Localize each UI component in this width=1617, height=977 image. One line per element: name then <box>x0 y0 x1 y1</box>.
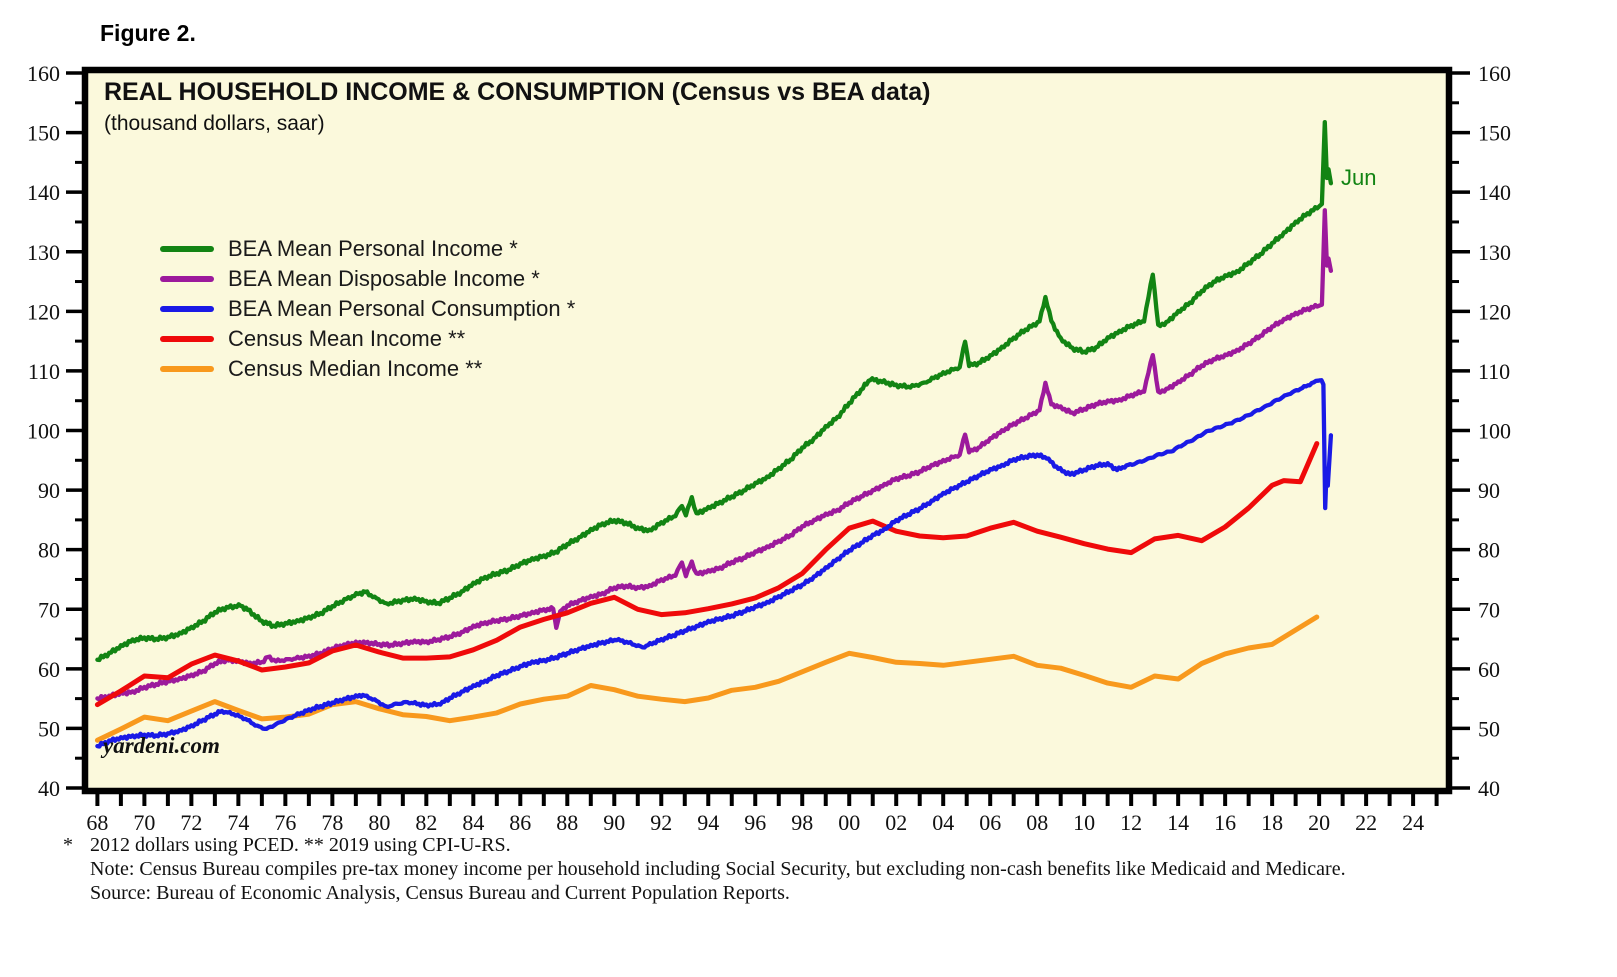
y-tick-label-right: 160 <box>1478 61 1511 86</box>
y-tick-label-right: 40 <box>1478 776 1500 801</box>
legend-label: BEA Mean Personal Consumption * <box>228 296 576 321</box>
y-tick-label-right: 80 <box>1478 538 1500 563</box>
legend-label: BEA Mean Personal Income * <box>228 236 518 261</box>
legend-label: Census Median Income ** <box>228 356 483 381</box>
legend-swatch-blue <box>160 306 214 312</box>
x-tick-label: 96 <box>744 810 766 835</box>
legend-label: Census Mean Income ** <box>228 326 466 351</box>
x-tick-label: 10 <box>1073 810 1095 835</box>
y-tick-label-left: 120 <box>27 299 60 324</box>
legend-swatch-green <box>160 246 214 252</box>
y-tick-label-right: 60 <box>1478 657 1500 682</box>
footnote-text: Source: Bureau of Economic Analysis, Cen… <box>90 882 790 904</box>
x-tick-label: 98 <box>791 810 813 835</box>
x-tick-label: 74 <box>227 810 249 835</box>
series-line-bea-mean-disposable-income <box>95 208 1334 702</box>
y-tick-label-right: 110 <box>1478 359 1510 384</box>
x-tick-label: 24 <box>1402 810 1424 835</box>
x-tick-label: 92 <box>650 810 672 835</box>
x-tick-label: 80 <box>368 810 390 835</box>
series-line-census-mean-income <box>94 441 1320 708</box>
legend-swatch-purple <box>160 276 214 282</box>
x-tick-label: 68 <box>86 810 108 835</box>
x-tick-label: 82 <box>415 810 437 835</box>
footnotes: * 2012 dollars using PCED. ** 2019 using … <box>63 833 1346 905</box>
y-tick-label-left: 40 <box>38 776 60 801</box>
legend-item: Census Median Income ** <box>160 354 575 384</box>
y-tick-label-left: 50 <box>38 716 60 741</box>
y-tick-label-left: 60 <box>38 657 60 682</box>
x-tick-label: 20 <box>1308 810 1330 835</box>
x-tick-label: 76 <box>274 810 296 835</box>
y-tick-label-left: 150 <box>27 121 60 146</box>
y-tick-label-right: 100 <box>1478 419 1511 444</box>
x-tick-label: 86 <box>509 810 531 835</box>
x-tick-label: 08 <box>1026 810 1048 835</box>
legend-item: BEA Mean Personal Income * <box>160 234 575 264</box>
series-line-bea-mean-personal-consumption <box>95 378 1334 749</box>
x-tick-label: 22 <box>1355 810 1377 835</box>
x-tick-label: 84 <box>462 810 484 835</box>
legend-item: BEA Mean Personal Consumption * <box>160 294 575 324</box>
x-tick-label: 06 <box>979 810 1001 835</box>
watermark: yardeni.com <box>103 733 220 758</box>
y-tick-label-left: 70 <box>38 597 60 622</box>
x-tick-label: 00 <box>838 810 860 835</box>
x-tick-label: 18 <box>1261 810 1283 835</box>
chart-title: REAL HOUSEHOLD INCOME & CONSUMPTION (Cen… <box>104 78 931 106</box>
chart-subtitle: (thousand dollars, saar) <box>104 112 325 135</box>
y-tick-label-right: 90 <box>1478 478 1500 503</box>
legend-swatch-red <box>160 336 214 342</box>
legend-item: Census Mean Income ** <box>160 324 575 354</box>
x-tick-label: 12 <box>1120 810 1142 835</box>
y-tick-label-right: 120 <box>1478 299 1511 324</box>
legend-label: BEA Mean Disposable Income * <box>228 266 540 291</box>
series-lines <box>94 119 1334 749</box>
y-tick-label-left: 80 <box>38 538 60 563</box>
y-tick-label-left: 160 <box>27 61 60 86</box>
x-tick-label: 14 <box>1167 810 1189 835</box>
plot-background <box>85 70 1449 791</box>
y-tick-label-left: 130 <box>27 240 60 265</box>
x-tick-label: 16 <box>1214 810 1236 835</box>
plot-frame <box>81 66 1453 795</box>
y-tick-label-right: 140 <box>1478 180 1511 205</box>
footnote-line: * 2012 dollars using PCED. ** 2019 using … <box>63 833 1346 857</box>
legend-item: BEA Mean Disposable Income * <box>160 264 575 294</box>
legend: BEA Mean Personal Income * BEA Mean Disp… <box>160 234 575 384</box>
x-tick-label: 02 <box>885 810 907 835</box>
figure-label: Figure 2. <box>100 20 196 46</box>
series-line-bea-mean-personal-income <box>95 119 1334 663</box>
x-tick-label: 78 <box>321 810 343 835</box>
x-tick-label: 94 <box>697 810 719 835</box>
y-tick-label-left: 100 <box>27 419 60 444</box>
footnote-line: Note: Census Bureau compiles pre-tax mon… <box>63 857 1346 881</box>
y-tick-label-right: 150 <box>1478 121 1511 146</box>
x-tick-label: 70 <box>133 810 155 835</box>
legend-swatch-orange <box>160 366 214 372</box>
axes: 68 70 72 74 76 78 80 82 84 86 88 90 92 94 96 98 00 02 04 06… <box>27 61 1511 835</box>
y-tick-label-left: 140 <box>27 180 60 205</box>
footnote-line: Source: Bureau of Economic Analysis, Cen… <box>63 881 1346 905</box>
x-tick-label: 04 <box>932 810 954 835</box>
x-tick-label: 90 <box>603 810 625 835</box>
series-end-label: Jun <box>1341 165 1377 190</box>
footnote-text: Note: Census Bureau compiles pre-tax mon… <box>90 858 1346 880</box>
y-tick-label-left: 90 <box>38 478 60 503</box>
y-tick-label-right: 130 <box>1478 240 1511 265</box>
footnote-marker: * <box>63 834 73 856</box>
y-tick-label-left: 110 <box>28 359 60 384</box>
x-tick-label: 72 <box>180 810 202 835</box>
y-tick-label-right: 70 <box>1478 597 1500 622</box>
y-tick-label-right: 50 <box>1478 716 1500 741</box>
x-tick-label: 88 <box>556 810 578 835</box>
footnote-text: 2012 dollars using PCED. ** 2019 using C… <box>90 834 511 856</box>
